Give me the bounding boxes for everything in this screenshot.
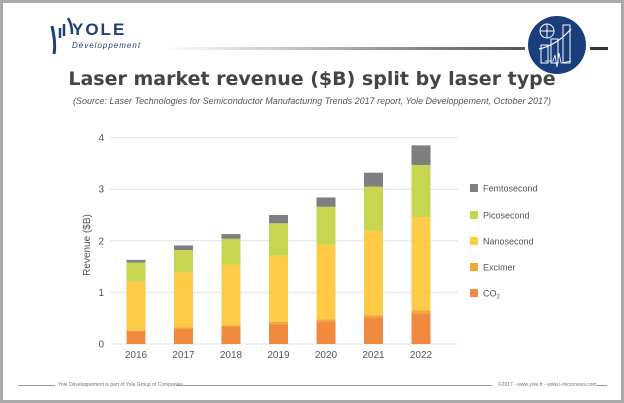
header-divider: [165, 47, 525, 50]
bar-segment-excimer-2020: [316, 319, 336, 322]
y-tick-label: 0: [98, 340, 104, 351]
y-tick-label: 3: [98, 185, 104, 196]
yole-logo-mark: [50, 17, 74, 54]
chart-title: Laser market revenue ($B) split by laser…: [68, 68, 556, 90]
legend-label-excimer: Excimer: [483, 263, 516, 273]
bar-segment-excimer-2016: [126, 330, 146, 332]
chart-subtitle: (Source: Laser Technologies for Semicond…: [72, 96, 552, 106]
y-tick-label: 1: [98, 288, 104, 299]
logo-subtitle: Développement: [72, 41, 142, 50]
legend-label-nanosecond: Nanosecond: [483, 237, 534, 247]
bar-segment-excimer-2017: [174, 327, 193, 330]
chart-emblem-icon: [528, 16, 586, 74]
y-tick-label: 2: [98, 236, 104, 247]
bar-segment-nanosecond-2018: [221, 264, 241, 326]
bar-segment-co2-2022: [411, 313, 431, 344]
legend-label-co2: CO2: [483, 289, 501, 301]
bar-segment-co2-2017: [174, 329, 193, 344]
bar-segment-picosecond-2017: [174, 250, 193, 273]
bar-segment-picosecond-2021: [364, 186, 383, 231]
bar-segment-excimer-2019: [269, 321, 288, 325]
x-tick-label: 2020: [315, 350, 338, 361]
legend-swatch-femtosecond: [470, 184, 478, 192]
footer-right-text: ©2017 - www.yole.fr - www.i-micronews.co…: [498, 382, 597, 388]
y-axis-label: Revenue ($B): [82, 214, 93, 276]
bar-segment-femtosecond-2019: [269, 215, 288, 224]
x-tick-label: 2019: [267, 350, 290, 361]
legend-label-femtosecond: Femtosecond: [483, 184, 538, 194]
legend-swatch-picosecond: [470, 211, 478, 219]
y-tick-label: 4: [98, 133, 104, 144]
bar-segment-nanosecond-2016: [126, 281, 146, 331]
logo-name: YOLE: [72, 20, 127, 39]
bar-segment-picosecond-2020: [316, 206, 336, 245]
footer-line-middle: [176, 385, 492, 386]
bar-segment-picosecond-2019: [269, 223, 288, 256]
x-tick-label: 2021: [362, 350, 385, 361]
bar-segment-femtosecond-2021: [364, 172, 383, 187]
bar-segment-femtosecond-2018: [221, 234, 241, 239]
bar-segment-excimer-2022: [411, 310, 431, 314]
footer-line-right: [597, 385, 607, 386]
legend-swatch-nanosecond: [470, 237, 478, 245]
x-tick-label: 2018: [220, 350, 243, 361]
bar-segment-excimer-2018: [221, 325, 241, 327]
bar-segment-nanosecond-2017: [174, 272, 193, 328]
x-tick-label: 2016: [125, 350, 148, 361]
bar-segment-picosecond-2022: [411, 164, 431, 218]
footer-line-left: [18, 385, 55, 386]
bar-segment-co2-2019: [269, 324, 288, 344]
bar-segment-excimer-2021: [364, 315, 383, 318]
bar-segment-picosecond-2016: [126, 262, 146, 282]
bar-segment-co2-2020: [316, 321, 336, 344]
footer-left-text: Yole Développement is part of Yole Group…: [58, 382, 183, 388]
bar-segment-co2-2016: [126, 331, 146, 344]
x-tick-label: 2022: [410, 350, 433, 361]
bar-segment-nanosecond-2021: [364, 230, 383, 316]
legend-label-picosecond: Picosecond: [483, 211, 530, 221]
x-tick-label: 2017: [172, 350, 195, 361]
bar-segment-femtosecond-2020: [316, 197, 336, 207]
bar-segment-femtosecond-2022: [411, 145, 431, 165]
bar-segment-femtosecond-2017: [174, 245, 193, 251]
legend-swatch-co2: [470, 289, 478, 297]
legend-label-subscript: 2: [497, 295, 501, 301]
bar-segment-co2-2018: [221, 326, 241, 344]
bar-segment-picosecond-2018: [221, 238, 241, 265]
bar-segment-co2-2021: [364, 317, 383, 344]
bar-segment-femtosecond-2016: [126, 259, 146, 263]
bar-segment-nanosecond-2022: [411, 217, 431, 311]
header-divider-end: [590, 47, 608, 50]
legend-swatch-excimer: [470, 263, 478, 271]
legend-label-main: CO: [483, 289, 497, 299]
bar-segment-nanosecond-2019: [269, 255, 288, 322]
bar-segment-nanosecond-2020: [316, 244, 336, 320]
